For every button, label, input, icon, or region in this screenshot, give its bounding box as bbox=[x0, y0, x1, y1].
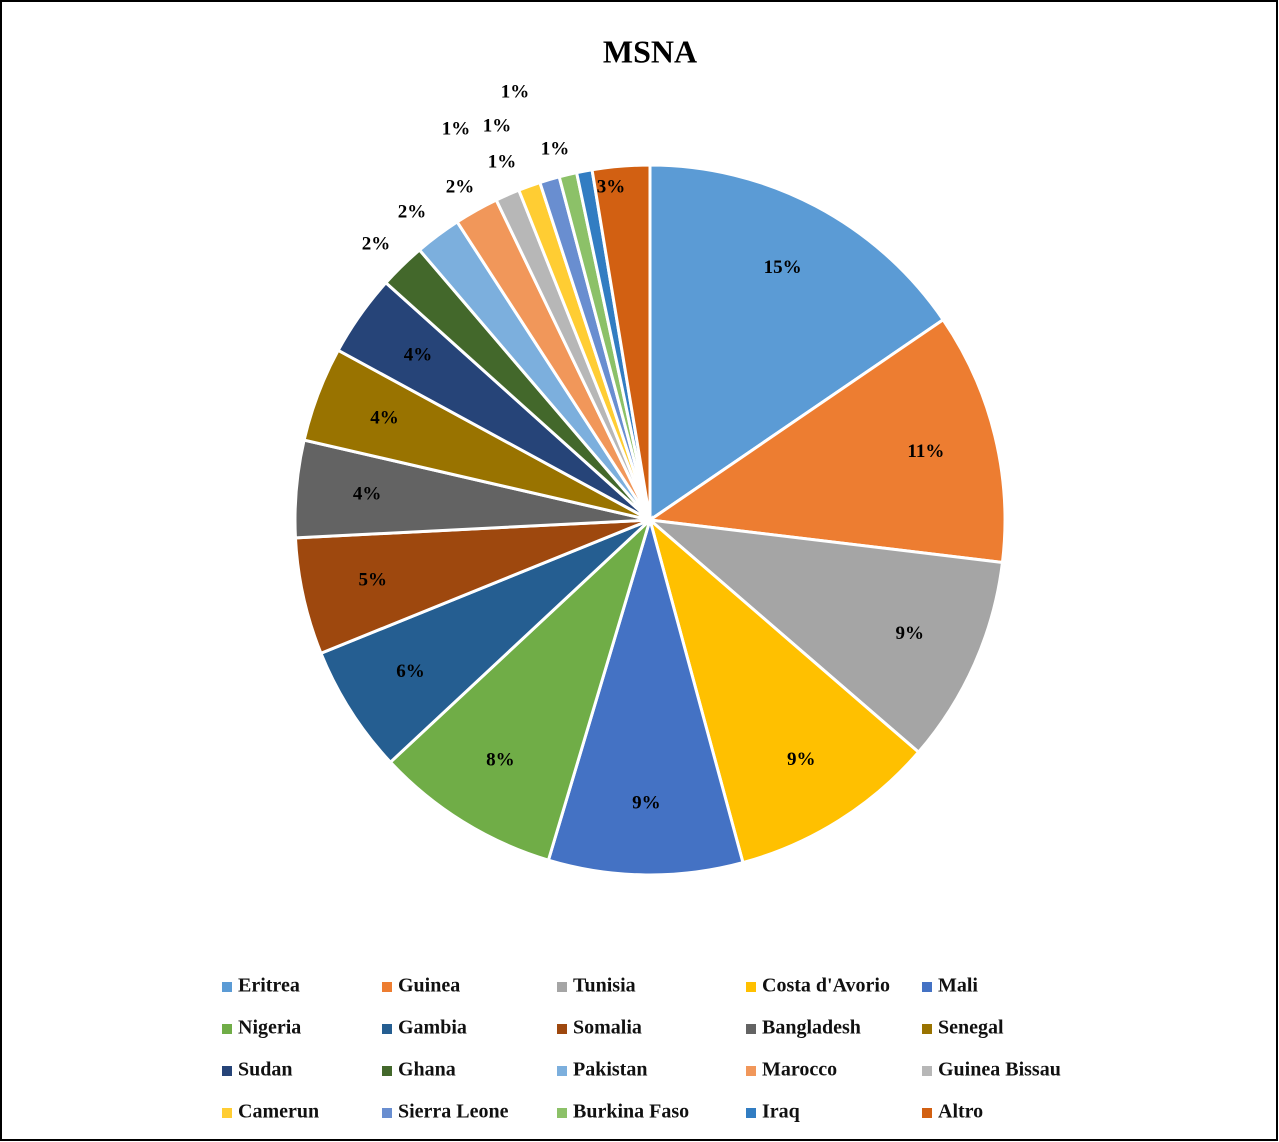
data-label: 9% bbox=[632, 792, 661, 813]
data-label: 5% bbox=[358, 570, 387, 591]
legend-swatch bbox=[922, 982, 932, 992]
pie-slice bbox=[645, 517, 1005, 755]
legend-swatch bbox=[922, 1066, 932, 1076]
legend-swatch bbox=[746, 1024, 756, 1034]
legend-swatch bbox=[382, 982, 392, 992]
data-label: 9% bbox=[787, 749, 816, 770]
legend-swatch bbox=[557, 1066, 567, 1076]
pie-slice bbox=[647, 515, 921, 865]
legend-label: Altro bbox=[938, 1101, 983, 1123]
data-label: 15% bbox=[764, 257, 802, 278]
legend-label: Sierra Leone bbox=[398, 1101, 509, 1123]
data-label: 6% bbox=[396, 661, 425, 682]
legend-label: Eritrea bbox=[238, 975, 300, 997]
legend-swatch bbox=[922, 1024, 932, 1034]
pie-slice bbox=[388, 515, 654, 863]
legend-label: Senegal bbox=[938, 1017, 1004, 1039]
legend-label: Mali bbox=[938, 975, 978, 997]
legend-swatch bbox=[557, 1108, 567, 1118]
data-label: 1% bbox=[501, 81, 530, 102]
data-label: 1% bbox=[442, 118, 471, 139]
legend-label: Guinea bbox=[398, 975, 460, 997]
data-label: 3% bbox=[597, 176, 626, 197]
legend-label: Guinea Bissau bbox=[938, 1059, 1061, 1081]
data-label: 11% bbox=[907, 441, 944, 462]
pie-slice bbox=[319, 518, 652, 765]
chart-title: MSNA bbox=[603, 33, 697, 69]
legend-swatch bbox=[382, 1108, 392, 1118]
data-label: 1% bbox=[488, 151, 517, 172]
legend-swatch bbox=[382, 1024, 392, 1034]
legend-label: Tunisia bbox=[573, 975, 636, 997]
legend-swatch bbox=[557, 982, 567, 992]
legend-swatch bbox=[746, 1108, 756, 1118]
legend-swatch bbox=[222, 982, 232, 992]
legend-label: Sudan bbox=[238, 1059, 293, 1081]
data-label: 2% bbox=[446, 176, 475, 197]
data-label: 2% bbox=[398, 201, 427, 222]
legend-swatch bbox=[557, 1024, 567, 1034]
legend-swatch bbox=[222, 1108, 232, 1118]
data-label: 4% bbox=[353, 483, 382, 504]
legend-label: Somalia bbox=[573, 1017, 642, 1039]
legend-swatch bbox=[746, 1066, 756, 1076]
legend-label: Marocco bbox=[762, 1059, 837, 1081]
legend-label: Bangladesh bbox=[762, 1017, 861, 1039]
data-label: 8% bbox=[486, 750, 515, 771]
legend-label: Camerun bbox=[238, 1101, 319, 1123]
data-label: 4% bbox=[404, 344, 433, 365]
data-label: 1% bbox=[483, 115, 512, 136]
legend-label: Iraq bbox=[762, 1101, 800, 1123]
data-label: 9% bbox=[895, 623, 924, 644]
legend-swatch bbox=[222, 1024, 232, 1034]
pie-slice bbox=[645, 317, 1007, 565]
data-label: 4% bbox=[370, 408, 399, 429]
pie-slice bbox=[590, 163, 652, 521]
legend-label: Costa d'Avorio bbox=[762, 975, 890, 997]
legend-label: Burkina Faso bbox=[573, 1101, 689, 1123]
legend-label: Ghana bbox=[398, 1059, 456, 1081]
data-label: 2% bbox=[362, 233, 391, 254]
data-label: 1% bbox=[541, 138, 570, 159]
legend-swatch bbox=[746, 982, 756, 992]
legend-swatch bbox=[922, 1108, 932, 1118]
pie-slice bbox=[546, 514, 745, 877]
legend-label: Gambia bbox=[398, 1017, 467, 1039]
legend-swatch bbox=[222, 1066, 232, 1076]
legend-label: Nigeria bbox=[238, 1017, 301, 1039]
legend-label: Pakistan bbox=[573, 1059, 647, 1081]
pie-slice bbox=[648, 163, 946, 523]
legend-swatch bbox=[382, 1066, 392, 1076]
